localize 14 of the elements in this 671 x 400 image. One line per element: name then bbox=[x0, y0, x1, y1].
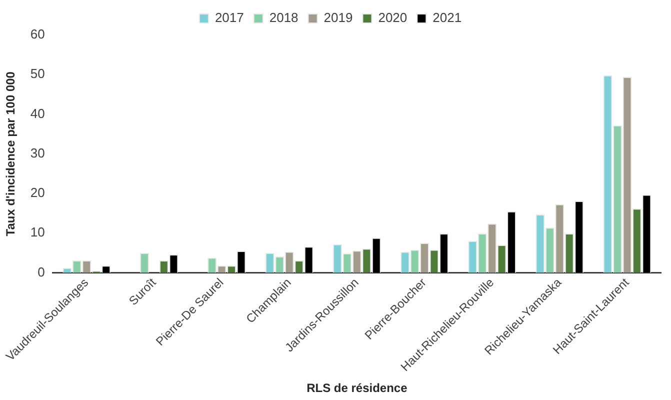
legend-label: 2020 bbox=[378, 10, 408, 26]
y-axis-title: Taux d'incidence par 100 000 bbox=[4, 71, 18, 236]
y-tick-label: 40 bbox=[30, 106, 45, 121]
legend-label: 2017 bbox=[214, 10, 244, 26]
x-axis-title: RLS de résidence bbox=[306, 381, 408, 396]
y-tick-label: 30 bbox=[30, 145, 45, 160]
y-tick-label: 0 bbox=[38, 264, 45, 280]
y-tick-label: 10 bbox=[30, 224, 45, 240]
legend-label: 2021 bbox=[432, 10, 462, 26]
y-tick-label: 20 bbox=[30, 185, 45, 200]
legend-label: 2019 bbox=[324, 10, 353, 26]
y-tick-label: 50 bbox=[30, 66, 45, 82]
legend-label: 2018 bbox=[269, 10, 298, 26]
y-tick-label: 60 bbox=[30, 26, 45, 42]
